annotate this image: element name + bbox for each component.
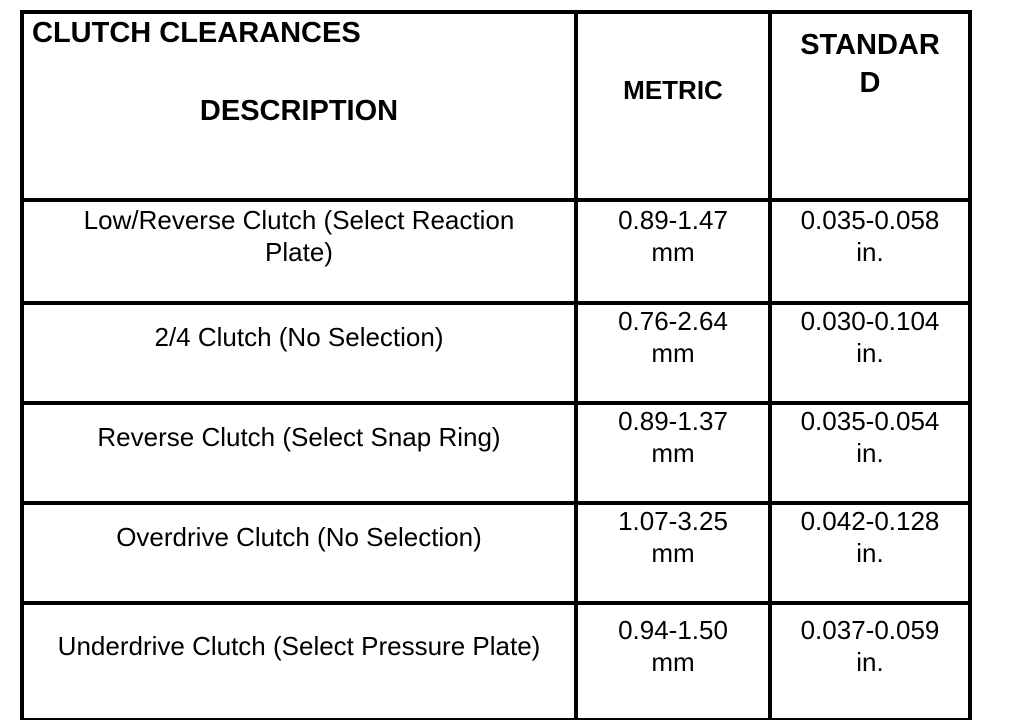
- row-standard-value: 0.035-0.058 in.: [768, 198, 972, 305]
- row-standard-value: 0.042-0.128 in.: [768, 501, 972, 605]
- table-row: Low/Reverse Clutch (Select Reaction Plat…: [20, 198, 972, 305]
- table-row: 2/4 Clutch (No Selection) 0.76-2.64 mm 0…: [20, 301, 972, 405]
- row-standard-value: 0.037-0.059 in.: [768, 601, 972, 720]
- row-metric-value: 1.07-3.25 mm: [574, 501, 772, 605]
- header-cell-description: CLUTCH CLEARANCES DESCRIPTION: [20, 10, 578, 202]
- row-description: 2/4 Clutch (No Selection): [20, 301, 578, 405]
- table-row: Reverse Clutch (Select Snap Ring) 0.89-1…: [20, 401, 972, 505]
- row-metric-value: 0.76-2.64 mm: [574, 301, 772, 405]
- row-description: Low/Reverse Clutch (Select Reaction Plat…: [20, 198, 578, 305]
- column-header-metric: METRIC: [574, 10, 772, 202]
- row-description: Overdrive Clutch (No Selection): [20, 501, 578, 605]
- row-metric-value: 0.94-1.50 mm: [574, 601, 772, 720]
- table-row: Underdrive Clutch (Select Pressure Plate…: [20, 601, 972, 720]
- table-title: CLUTCH CLEARANCES: [32, 17, 361, 49]
- row-description: Underdrive Clutch (Select Pressure Plate…: [20, 601, 578, 720]
- clutch-clearances-table: CLUTCH CLEARANCES DESCRIPTION METRIC STA…: [20, 10, 972, 720]
- header-row: CLUTCH CLEARANCES DESCRIPTION METRIC STA…: [20, 10, 972, 202]
- table-row: Overdrive Clutch (No Selection) 1.07-3.2…: [20, 501, 972, 605]
- row-standard-value: 0.030-0.104 in.: [768, 301, 972, 405]
- column-header-description: DESCRIPTION: [199, 95, 399, 127]
- row-standard-value: 0.035-0.054 in.: [768, 401, 972, 505]
- row-metric-value: 0.89-1.47 mm: [574, 198, 772, 305]
- row-metric-value: 0.89-1.37 mm: [574, 401, 772, 505]
- row-description: Reverse Clutch (Select Snap Ring): [20, 401, 578, 505]
- column-header-standard: STANDAR D: [768, 10, 972, 202]
